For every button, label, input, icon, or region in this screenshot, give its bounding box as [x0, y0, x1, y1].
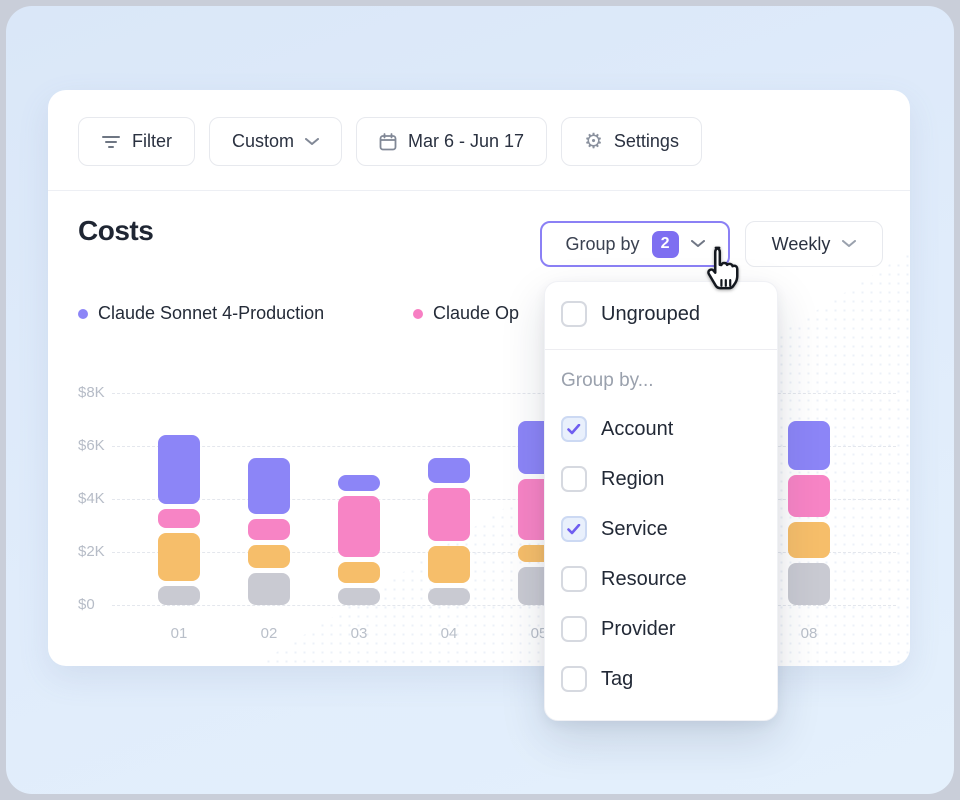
gridline	[112, 552, 896, 553]
custom-dropdown[interactable]: Custom	[209, 117, 343, 166]
group-by-dropdown-menu: Ungrouped Group by... Account Region Servi…	[544, 281, 778, 721]
menu-item-label: Ungrouped	[601, 302, 700, 325]
y-axis-tick: $6K	[78, 437, 105, 454]
gear-icon: ⚙	[584, 130, 603, 153]
y-axis-tick: $8K	[78, 384, 105, 401]
check-icon	[567, 523, 581, 534]
group-by-button[interactable]: Group by 2	[540, 221, 730, 267]
group-by-section-label: Group by...	[561, 370, 654, 391]
gridline	[112, 605, 896, 606]
filter-button-label: Filter	[132, 131, 172, 151]
interval-dropdown-label: Weekly	[771, 233, 831, 254]
legend-item: Claude Sonnet 4-Production	[78, 303, 324, 324]
bar-08-segment[interactable]	[788, 563, 830, 605]
bar-02-segment[interactable]	[248, 458, 290, 514]
bar-04[interactable]	[428, 458, 470, 605]
group-by-options: Account Region Service Resource Provider Tag	[561, 404, 761, 704]
checkbox-checked[interactable]	[561, 416, 587, 442]
menu-divider	[545, 349, 777, 350]
menu-item-provider[interactable]: Provider	[561, 604, 761, 654]
check-icon	[567, 423, 581, 434]
bar-03[interactable]	[338, 475, 380, 605]
toolbar: Filter Custom Mar 6 - Jun 17 ⚙ Settings	[78, 117, 702, 166]
bar-04-segment[interactable]	[428, 458, 470, 483]
page-title: Costs	[78, 215, 154, 246]
menu-item-label: Provider	[601, 617, 676, 640]
filter-button[interactable]: Filter	[78, 117, 195, 166]
checkbox-checked[interactable]	[561, 516, 587, 542]
bar-08-segment[interactable]	[788, 522, 830, 558]
bar-03-segment[interactable]	[338, 496, 380, 557]
x-axis-tick: 03	[350, 625, 368, 642]
menu-item-account[interactable]: Account	[561, 404, 761, 454]
legend-dot	[413, 308, 423, 319]
date-range-label: Mar 6 - Jun 17	[408, 131, 525, 151]
checkbox-unchecked[interactable]	[561, 566, 587, 592]
chevron-down-icon	[690, 240, 705, 247]
group-by-button-label: Group by	[565, 233, 640, 254]
legend-label: Claude Op	[433, 303, 520, 323]
checkbox-unchecked[interactable]	[561, 666, 587, 692]
bar-08-segment[interactable]	[788, 475, 830, 517]
y-axis-tick: $0	[78, 596, 95, 613]
toolbar-divider	[48, 190, 910, 191]
checkbox-unchecked[interactable]	[561, 466, 587, 492]
menu-item-label: Resource	[601, 567, 687, 590]
legend-label: Claude Sonnet 4-Production	[98, 303, 325, 323]
bar-03-segment[interactable]	[338, 475, 380, 491]
chevron-down-icon	[305, 137, 320, 145]
y-axis-tick: $2K	[78, 543, 105, 560]
checkbox-unchecked[interactable]	[561, 616, 587, 642]
bar-04-segment[interactable]	[428, 546, 470, 583]
bar-08-segment[interactable]	[788, 421, 830, 470]
gridline	[112, 499, 896, 500]
gridline	[112, 393, 896, 394]
bar-03-segment[interactable]	[338, 562, 380, 583]
costs-panel: Filter Custom Mar 6 - Jun 17 ⚙ Settings	[48, 90, 910, 666]
calendar-icon	[379, 132, 397, 150]
bar-01-segment[interactable]	[158, 509, 200, 528]
settings-button[interactable]: ⚙ Settings	[561, 117, 702, 166]
gridline	[112, 446, 896, 447]
x-axis-tick: 05	[530, 625, 548, 642]
bar-03-segment[interactable]	[338, 588, 380, 605]
menu-item-resource[interactable]: Resource	[561, 554, 761, 604]
app-background: Filter Custom Mar 6 - Jun 17 ⚙ Settings	[6, 6, 954, 794]
menu-item-service[interactable]: Service	[561, 504, 761, 554]
y-axis-tick: $4K	[78, 490, 105, 507]
x-axis-tick: 04	[440, 625, 458, 642]
x-axis-tick: 01	[170, 625, 188, 642]
custom-dropdown-label: Custom	[232, 131, 295, 151]
bar-08[interactable]	[788, 421, 830, 605]
filter-icon	[102, 135, 120, 148]
menu-item-label: Tag	[601, 667, 634, 690]
bar-01[interactable]	[158, 435, 200, 605]
bar-04-segment[interactable]	[428, 488, 470, 541]
menu-item-label: Account	[601, 417, 674, 440]
bar-02-segment[interactable]	[248, 545, 290, 568]
bar-01-segment[interactable]	[158, 586, 200, 605]
menu-item-ungrouped[interactable]: Ungrouped	[561, 292, 761, 336]
menu-item-label: Region	[601, 467, 665, 490]
x-axis-tick: 02	[260, 625, 278, 642]
legend-item: Claude Op	[413, 303, 519, 324]
interval-dropdown[interactable]: Weekly	[745, 221, 883, 267]
chevron-down-icon	[842, 240, 857, 247]
date-range-button[interactable]: Mar 6 - Jun 17	[356, 117, 548, 166]
bar-02[interactable]	[248, 458, 290, 605]
group-by-count-badge: 2	[651, 230, 679, 258]
settings-button-label: Settings	[613, 131, 679, 151]
costs-chart: $8K$6K$4K$2K$00102030405060708	[48, 90, 910, 666]
bar-02-segment[interactable]	[248, 573, 290, 605]
menu-item-label: Service	[601, 517, 668, 540]
menu-item-tag[interactable]: Tag	[561, 654, 761, 704]
ungrouped-checkbox[interactable]	[561, 301, 587, 327]
bar-01-segment[interactable]	[158, 435, 200, 504]
menu-item-region[interactable]: Region	[561, 454, 761, 504]
legend-dot	[78, 308, 88, 319]
x-axis-tick: 08	[800, 625, 818, 642]
bar-02-segment[interactable]	[248, 519, 290, 540]
bar-01-segment[interactable]	[158, 533, 200, 581]
bar-04-segment[interactable]	[428, 588, 470, 605]
